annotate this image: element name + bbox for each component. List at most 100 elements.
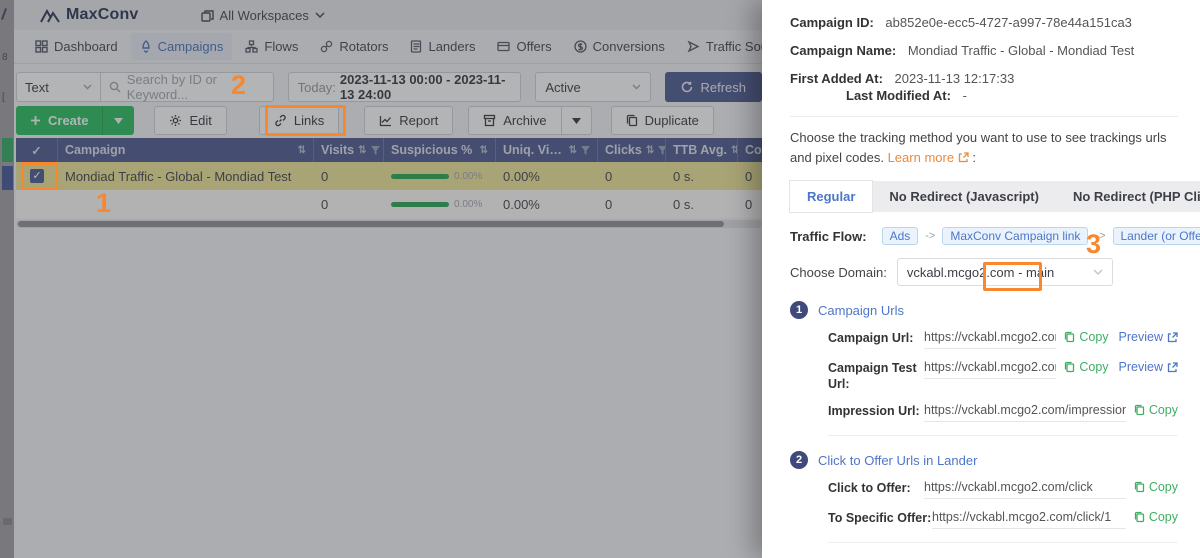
col-label: Suspicious % (391, 143, 473, 157)
nav-item-flows[interactable]: Flows (236, 33, 307, 60)
nav-item-dashboard[interactable]: Dashboard (26, 33, 127, 60)
suspicious-cell: 0.00% (384, 199, 496, 210)
flow-arrow: -> (925, 230, 936, 242)
select-all-checkbox[interactable]: ✓ (16, 138, 58, 162)
copy-button[interactable]: Copy (1064, 360, 1109, 374)
traffic-sources-icon (687, 40, 700, 53)
tab-no-redirect-js[interactable]: No Redirect (Javascript) (889, 189, 1039, 204)
filter-icon[interactable] (581, 145, 590, 155)
brand-logo[interactable]: MaxConv (40, 6, 139, 24)
create-dropdown-caret[interactable] (102, 106, 135, 135)
archive-dropdown-caret[interactable] (561, 106, 592, 135)
col-suspicious[interactable]: Suspicious % ⇅ (384, 138, 496, 162)
scrollbar-thumb[interactable] (18, 221, 724, 227)
sort-icon[interactable]: ⇅ (568, 144, 577, 156)
row-checkbox-checked[interactable]: ✓ (30, 169, 44, 183)
copy-button[interactable]: Copy (1134, 510, 1178, 524)
campaign-id-value: ab852e0e-ecc5-4727-a997-78e44a151ca3 (885, 15, 1132, 30)
section-number-badge: 1 (790, 301, 808, 319)
col-campaign[interactable]: Campaign ⇅ (58, 138, 314, 162)
search-type-select[interactable]: Text (16, 72, 101, 102)
search-input[interactable]: Search by ID or Keyword... (100, 72, 274, 102)
nav-item-conversions[interactable]: Conversions (565, 33, 674, 60)
campaign-name-cell[interactable]: Mondiad Traffic - Global - Mondiad Test (65, 168, 292, 184)
visits-cell: 0 (321, 168, 329, 184)
sort-icon[interactable]: ⇅ (297, 144, 306, 156)
filter-icon[interactable] (370, 145, 380, 155)
caret-down-icon (571, 117, 581, 124)
edit-button[interactable]: Edit (154, 106, 227, 135)
copy-button[interactable]: Copy (1134, 403, 1178, 417)
create-button[interactable]: Create (16, 106, 103, 135)
dates-row: First Added At: 2023-11-13 12:17:33 Last… (790, 70, 1178, 104)
domain-select[interactable]: vckabl.mcgo2.com - main (896, 258, 1113, 286)
table-row-campaign[interactable]: ✓ Mondiad Traffic - Global - Mondiad Tes… (16, 162, 762, 190)
sort-icon[interactable]: ⇅ (731, 145, 737, 156)
preview-link[interactable]: Preview (1119, 330, 1178, 344)
traffic-flow-row: Traffic Flow: Ads -> MaxConv Campaign li… (790, 227, 1200, 245)
copy-icon (1065, 331, 1075, 343)
col-uniq-visit-ips[interactable]: Uniq. Visit IPs %⇅ (496, 138, 598, 162)
campaign-id-row: Campaign ID: ab852e0e-ecc5-4727-a997-78e… (790, 14, 1178, 31)
section-campaign-urls: 1 Campaign Urls (790, 301, 1178, 319)
col-ttb-avg[interactable]: TTB Avg. ⇅ (666, 138, 738, 162)
status-select[interactable]: Active (535, 72, 652, 102)
archive-button[interactable]: Archive (468, 106, 562, 135)
tab-no-redirect-php[interactable]: No Redirect (PHP ClickAPI) (1072, 189, 1200, 204)
nav-label: Offers (516, 39, 552, 54)
edit-label: Edit (189, 113, 212, 128)
refresh-label: Refresh (700, 79, 746, 95)
filter-icon[interactable] (658, 145, 666, 155)
copy-button[interactable]: Copy (1064, 330, 1109, 344)
col-label: Visits (321, 143, 355, 157)
duplicate-button[interactable]: Duplicate (610, 106, 714, 135)
date-range-picker[interactable]: Today: 2023-11-13 00:00 - 2023-11-13 24:… (287, 72, 522, 102)
sort-icon[interactable]: ⇅ (358, 144, 367, 156)
link-icon (275, 114, 286, 127)
learn-more-link[interactable]: Learn more (888, 150, 969, 165)
flow-chip-campaign-link: MaxConv Campaign link (942, 227, 1089, 245)
last-modified-value: - (962, 88, 967, 103)
links-button[interactable]: Links (258, 106, 340, 135)
edge-dot (3, 518, 12, 525)
refresh-button[interactable]: Refresh (665, 72, 762, 102)
col-clicks[interactable]: Clicks ⇅ (598, 138, 666, 162)
sort-icon[interactable]: ⇅ (479, 144, 488, 156)
workspace-switcher[interactable]: All Workspaces (200, 8, 325, 23)
annotation-box-3 (983, 262, 1042, 291)
copy-button[interactable]: Copy (1134, 480, 1178, 494)
col-visits[interactable]: Visits ⇅ (314, 138, 384, 162)
nav-item-rotators[interactable]: Rotators (311, 33, 397, 60)
main-nav: Dashboard Campaigns Flows Rotators Lande… (14, 30, 762, 64)
nav-label: Rotators (339, 39, 389, 54)
archive-label: Archive (503, 113, 547, 128)
annotation-box-1 (21, 162, 58, 190)
nav-item-campaigns[interactable]: Campaigns (130, 33, 233, 60)
convs-cell: 0 (745, 168, 753, 184)
horizontal-scrollbar[interactable] (16, 220, 762, 228)
dim-overlay (0, 0, 762, 558)
preview-link[interactable]: Preview (1119, 360, 1178, 374)
nav-item-offers[interactable]: Offers (488, 33, 560, 60)
nav-item-landers[interactable]: Landers (401, 33, 484, 60)
external-link-icon (958, 152, 969, 163)
rotators-icon (321, 40, 333, 53)
col-convs[interactable]: Convs (738, 138, 762, 162)
external-link-icon (1167, 331, 1178, 342)
tab-regular[interactable]: Regular (790, 181, 873, 212)
edge-glyph-2: [ (2, 92, 5, 103)
clicks-cell: 0 (605, 196, 613, 212)
url-label: Impression Url: (828, 404, 920, 418)
nav-item-traffic-sources[interactable]: Traffic Sources (678, 33, 762, 60)
sort-icon[interactable]: ⇅ (645, 144, 655, 156)
url-label: To Specific Offer: (828, 511, 932, 525)
tracking-method-tabs: Regular No Redirect (Javascript) No Redi… (790, 181, 1200, 212)
copy-label: Copy (1148, 510, 1178, 524)
external-link-icon (1167, 361, 1178, 372)
divider (828, 542, 1178, 543)
to-specific-offer-row: To Specific Offer: https://vckabl.mcgo2.… (828, 510, 1178, 529)
campaign-url-value: https://vckabl.mcgo2.com/visit/ab852e0..… (924, 330, 1057, 349)
report-button[interactable]: Report (364, 106, 454, 135)
chevron-down-icon (1093, 269, 1103, 275)
